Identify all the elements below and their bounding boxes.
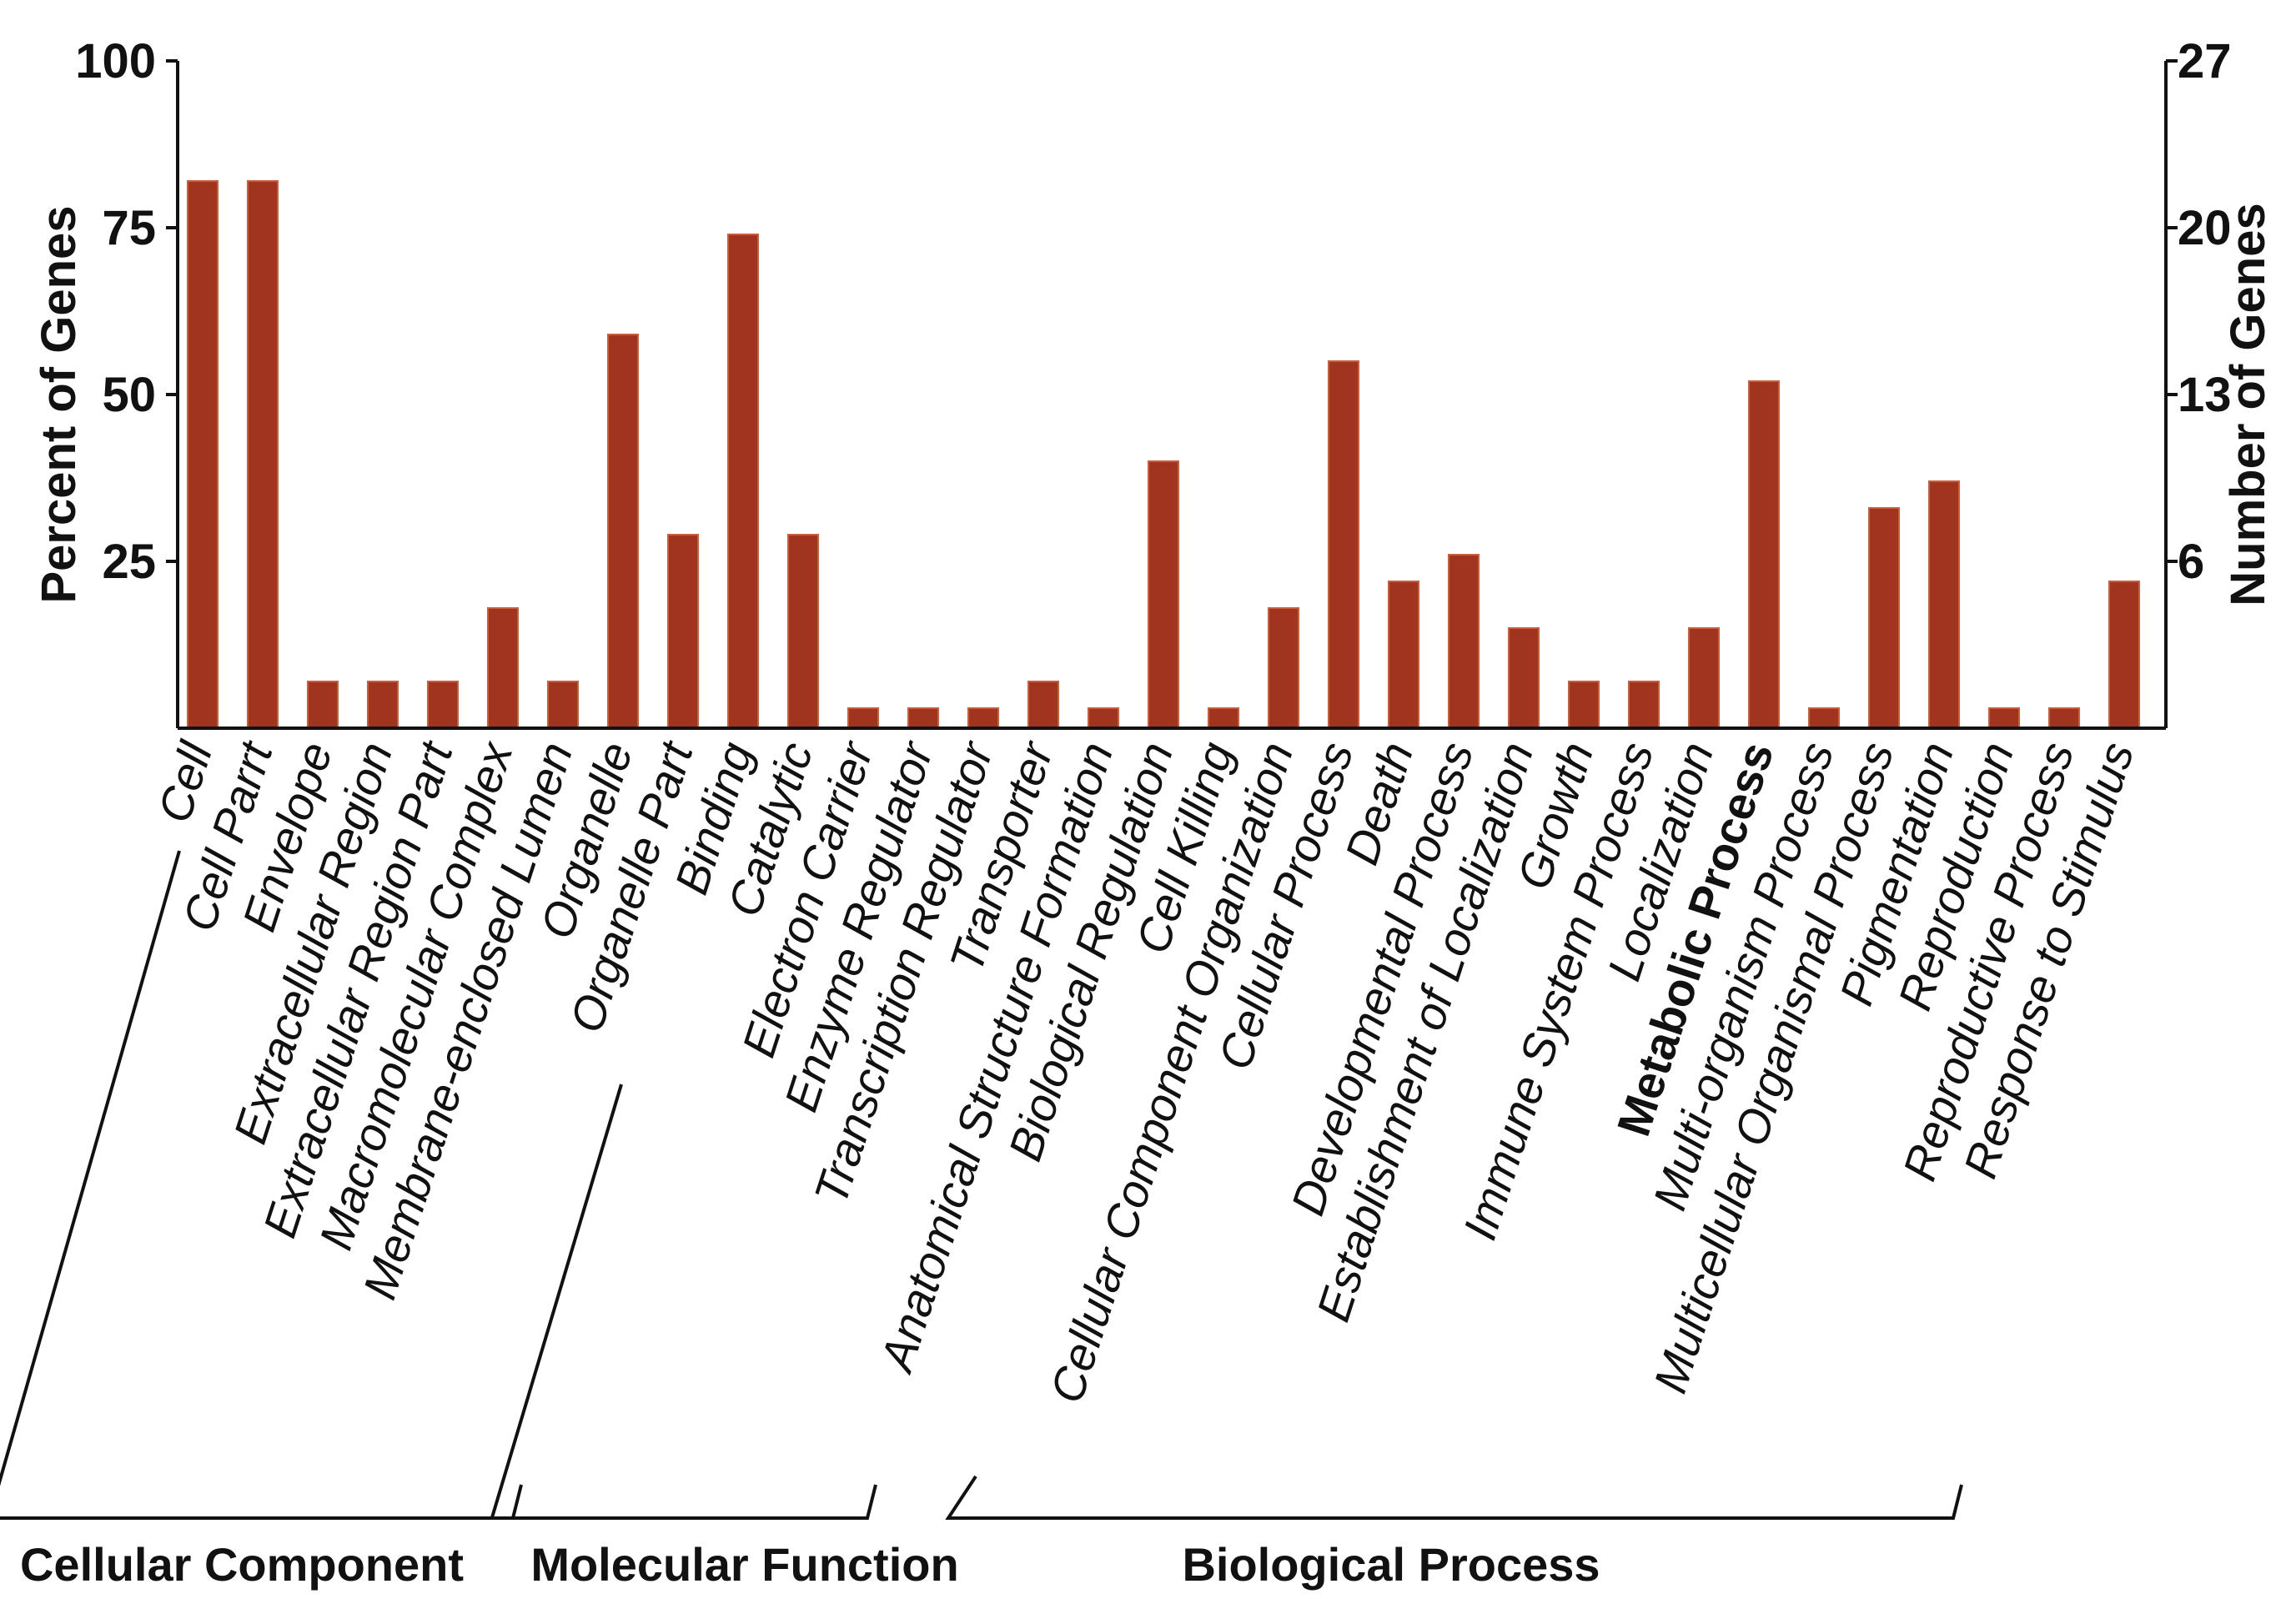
bar <box>247 180 279 729</box>
bar <box>1448 554 1480 729</box>
bar <box>1027 681 1059 729</box>
ticks-group: 25 50 75 100 6 13 20 27 <box>75 34 2231 589</box>
bar <box>2048 707 2080 729</box>
bars-group <box>187 180 2140 729</box>
right-tick-label: 27 <box>2178 34 2232 88</box>
bar <box>1988 707 2020 729</box>
group-bracket <box>490 1084 877 1520</box>
bar <box>1388 581 1419 729</box>
y-axis-title: Percent of Genes <box>32 205 86 603</box>
bar <box>1628 681 1660 729</box>
bar <box>1328 360 1359 729</box>
bar <box>187 180 219 729</box>
right-tick-label: 20 <box>2178 201 2232 255</box>
bar <box>1148 460 1179 729</box>
bar <box>787 534 819 729</box>
bar <box>907 707 939 729</box>
bar <box>847 707 879 729</box>
left-tick-label: 50 <box>102 368 156 422</box>
bar <box>1688 627 1720 729</box>
left-tick-label: 25 <box>102 535 156 589</box>
bar <box>1568 681 1600 729</box>
left-tick-label: 75 <box>102 201 156 255</box>
bar <box>607 334 639 729</box>
group-label: Molecular Function <box>530 1538 958 1591</box>
bar <box>1508 627 1540 729</box>
bar <box>487 607 519 729</box>
bar <box>967 707 999 729</box>
group-label: Cellular Component <box>20 1538 464 1591</box>
group-label: Biological Process <box>1182 1538 1600 1591</box>
bar <box>1868 507 1900 729</box>
y2-axis-title: Number of Genes <box>2221 203 2275 606</box>
bar <box>1928 480 1960 729</box>
bar <box>1208 707 1239 729</box>
bar <box>547 681 579 729</box>
bar <box>1748 380 1780 729</box>
group-bracket <box>945 1475 1963 1520</box>
category-groups: Cellular Component Molecular Function Biol… <box>0 850 1963 1591</box>
bar <box>307 681 339 729</box>
right-tick-label: 6 <box>2178 535 2204 589</box>
bar <box>727 234 759 729</box>
group-bracket <box>0 850 523 1520</box>
right-tick-label: 13 <box>2178 368 2232 422</box>
bar <box>2108 581 2140 729</box>
left-tick-label: 100 <box>75 34 156 88</box>
bar <box>1268 607 1299 729</box>
bar <box>427 681 459 729</box>
bar <box>1808 707 1840 729</box>
bar <box>1088 707 1119 729</box>
bar <box>667 534 699 729</box>
bar <box>367 681 399 729</box>
